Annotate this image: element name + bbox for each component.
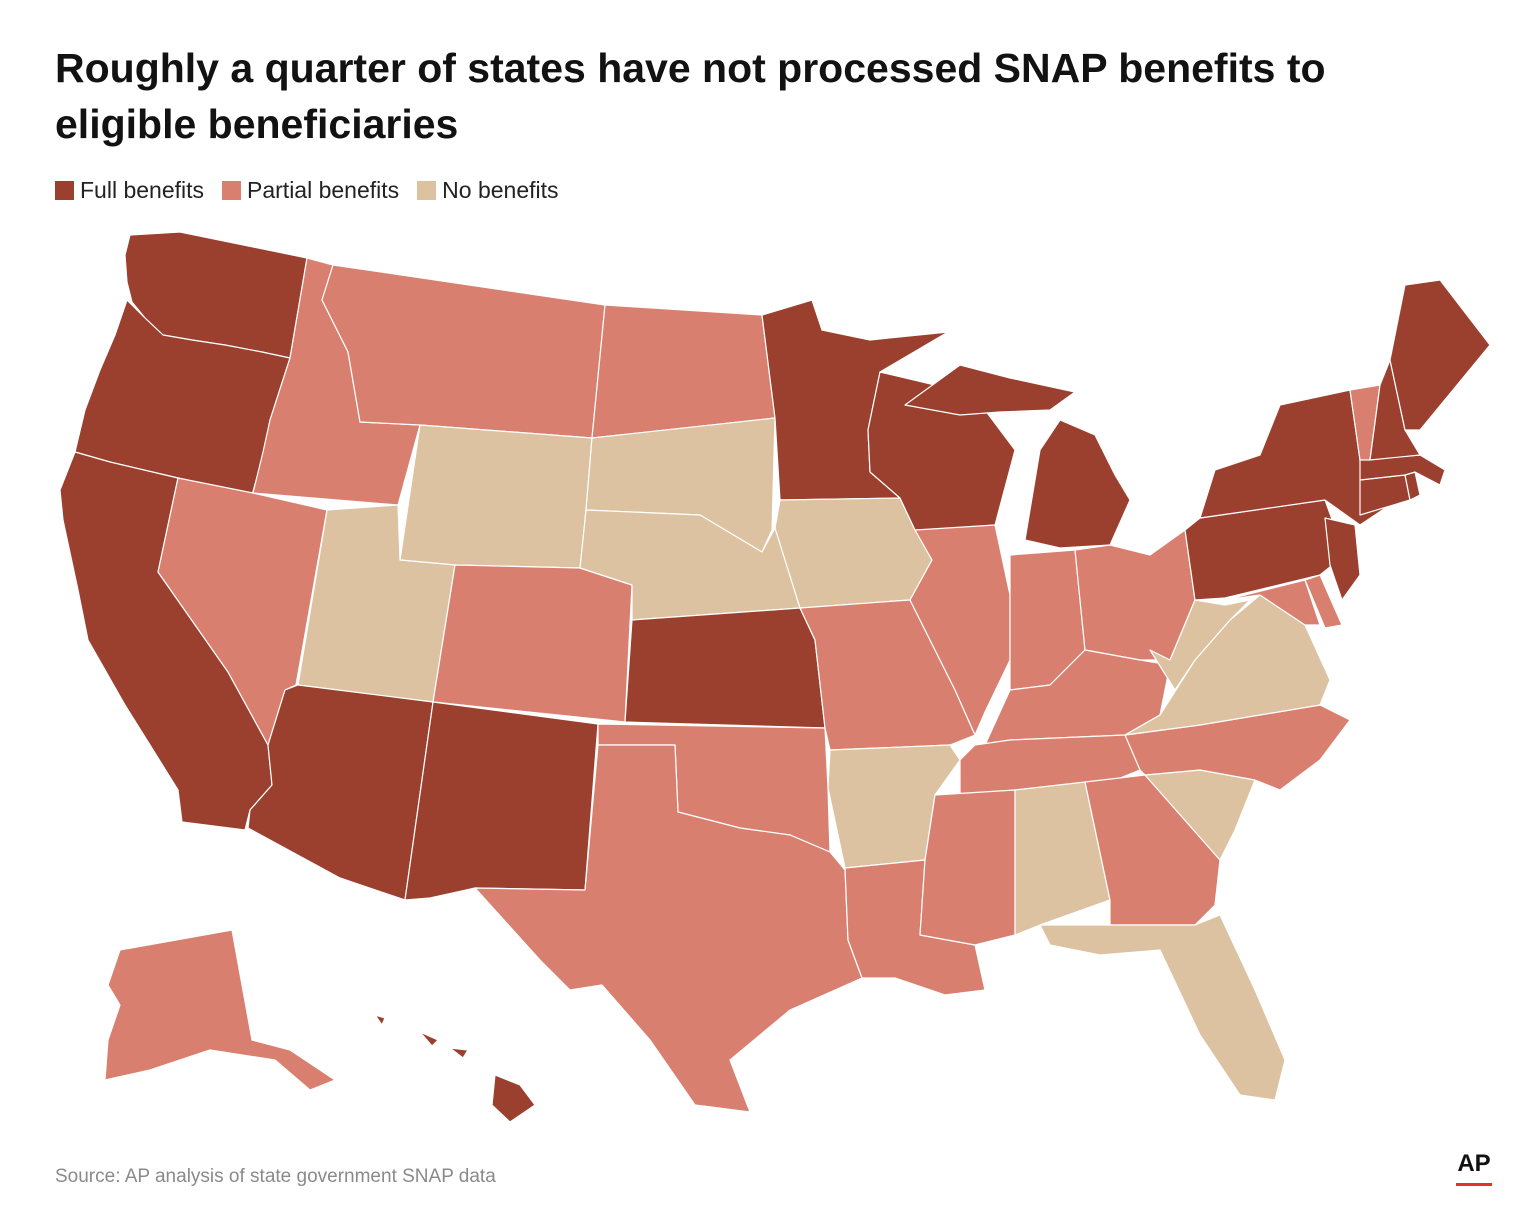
state-fl (1039, 914, 1286, 1101)
source-note: Source: AP analysis of state government … (55, 1166, 496, 1187)
state-nj (1324, 517, 1361, 601)
ap-logo: AP (1457, 1150, 1491, 1177)
legend: Full benefits Partial benefits No benefi… (55, 175, 577, 205)
ap-logo-underline (1456, 1183, 1492, 1186)
legend-item-partial: Partial benefits (222, 177, 399, 204)
state-co (432, 564, 633, 723)
state-mt (321, 264, 606, 439)
state-wv (1149, 599, 1251, 691)
state-shapes (59, 231, 1491, 1123)
us-map (59, 231, 1491, 1123)
page-title: Roughly a quarter of states have not pro… (55, 45, 1326, 147)
state-oh (1074, 529, 1196, 661)
state-ak (104, 929, 336, 1091)
state-nd (591, 304, 776, 439)
legend-item-full: Full benefits (55, 177, 204, 204)
state-wy (399, 424, 593, 569)
legend-label-none: No benefits (442, 176, 559, 203)
state-ma (1359, 454, 1446, 486)
legend-swatch-none (417, 180, 437, 200)
state-nh (1369, 359, 1421, 461)
state-md (1224, 579, 1321, 626)
legend-item-none: No benefits (417, 176, 559, 204)
state-mi (904, 364, 1131, 549)
state-hi (374, 1014, 536, 1123)
state-ks (624, 607, 826, 729)
state-me (1389, 279, 1491, 431)
state-tx (474, 744, 863, 1113)
legend-swatch-partial (222, 180, 242, 200)
legend-swatch-full (55, 180, 74, 200)
legend-label-partial: Partial benefits (247, 176, 400, 203)
legend-label-full: Full benefits (80, 176, 205, 203)
state-ms (919, 789, 1016, 946)
state-al (1014, 781, 1111, 936)
state-il (909, 524, 1011, 736)
state-nm (404, 701, 599, 901)
